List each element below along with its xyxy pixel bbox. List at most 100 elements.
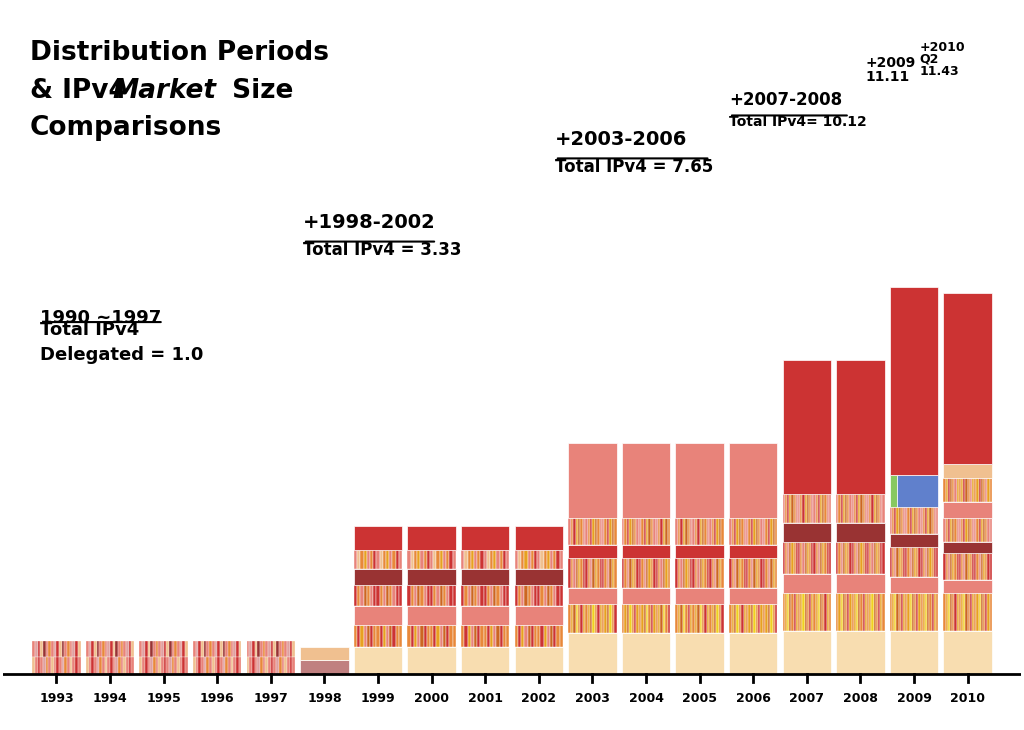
Bar — [588, 604, 590, 634]
Bar — [573, 604, 575, 634]
Bar — [911, 507, 914, 534]
Bar — [217, 658, 220, 674]
Bar — [899, 507, 901, 534]
Bar — [644, 604, 646, 634]
Bar — [663, 558, 666, 588]
Bar — [697, 518, 699, 545]
Text: 2009: 2009 — [897, 692, 932, 705]
Bar — [446, 550, 450, 569]
Bar — [597, 518, 600, 545]
Bar — [225, 658, 228, 674]
Bar — [794, 542, 796, 575]
Bar — [622, 588, 670, 604]
Bar — [86, 642, 88, 658]
Bar — [541, 626, 544, 647]
Bar — [568, 545, 616, 558]
Bar — [699, 604, 702, 634]
Bar — [754, 558, 756, 588]
Bar — [815, 493, 818, 523]
Bar — [614, 558, 616, 588]
Bar — [474, 585, 477, 607]
Bar — [697, 558, 699, 588]
Bar — [247, 642, 250, 658]
Bar — [179, 642, 182, 658]
Bar — [59, 658, 61, 674]
Bar — [775, 518, 777, 545]
Bar — [943, 502, 991, 518]
Bar — [151, 658, 153, 674]
Bar — [826, 593, 828, 631]
Bar — [547, 585, 550, 607]
Bar — [547, 550, 550, 569]
Bar — [869, 593, 871, 631]
Bar — [754, 604, 756, 634]
Bar — [518, 626, 521, 647]
Bar — [690, 604, 692, 634]
Bar — [655, 604, 658, 634]
Bar — [736, 604, 738, 634]
Bar — [461, 526, 509, 550]
Bar — [182, 658, 185, 674]
Bar — [442, 585, 446, 607]
Bar — [588, 518, 590, 545]
Bar — [126, 658, 129, 674]
Bar — [228, 658, 230, 674]
Bar — [230, 658, 233, 674]
Bar — [934, 548, 936, 577]
Bar — [658, 604, 660, 634]
Bar — [981, 477, 983, 502]
Bar — [719, 604, 721, 634]
Bar — [611, 604, 614, 634]
Bar — [676, 634, 724, 674]
Bar — [907, 507, 909, 534]
Bar — [729, 545, 777, 558]
Bar — [222, 642, 225, 658]
Bar — [625, 604, 627, 634]
Bar — [556, 550, 560, 569]
Bar — [583, 518, 585, 545]
Bar — [714, 518, 717, 545]
Bar — [763, 604, 765, 634]
Bar — [934, 593, 936, 631]
Text: +1998-2002: +1998-2002 — [303, 213, 435, 232]
Bar — [51, 642, 53, 658]
Bar — [102, 658, 104, 674]
Bar — [86, 658, 88, 674]
Bar — [276, 658, 279, 674]
Bar — [792, 542, 794, 575]
Bar — [65, 642, 68, 658]
Bar — [629, 558, 632, 588]
Text: +2003-2006: +2003-2006 — [555, 130, 687, 149]
Bar — [925, 548, 927, 577]
Bar — [946, 477, 948, 502]
Bar — [813, 542, 815, 575]
Bar — [395, 550, 399, 569]
Bar — [627, 604, 629, 634]
Bar — [943, 518, 946, 542]
Bar — [796, 593, 798, 631]
Bar — [826, 493, 828, 523]
Bar — [968, 477, 970, 502]
Bar — [480, 626, 483, 647]
Bar — [611, 558, 614, 588]
Bar — [252, 642, 255, 658]
Bar — [33, 658, 35, 674]
Bar — [217, 642, 220, 658]
Text: Total IPv4: Total IPv4 — [40, 321, 139, 339]
Bar — [794, 593, 796, 631]
Bar — [300, 660, 348, 674]
Bar — [102, 642, 104, 658]
Bar — [144, 642, 147, 658]
Bar — [687, 558, 690, 588]
Bar — [894, 593, 896, 631]
Bar — [373, 550, 377, 569]
Bar — [972, 553, 974, 580]
Bar — [809, 593, 811, 631]
Bar — [712, 518, 714, 545]
Bar — [983, 518, 985, 542]
Bar — [932, 548, 934, 577]
Bar — [383, 626, 386, 647]
Bar — [279, 658, 282, 674]
Bar — [678, 604, 680, 634]
Bar — [956, 477, 958, 502]
